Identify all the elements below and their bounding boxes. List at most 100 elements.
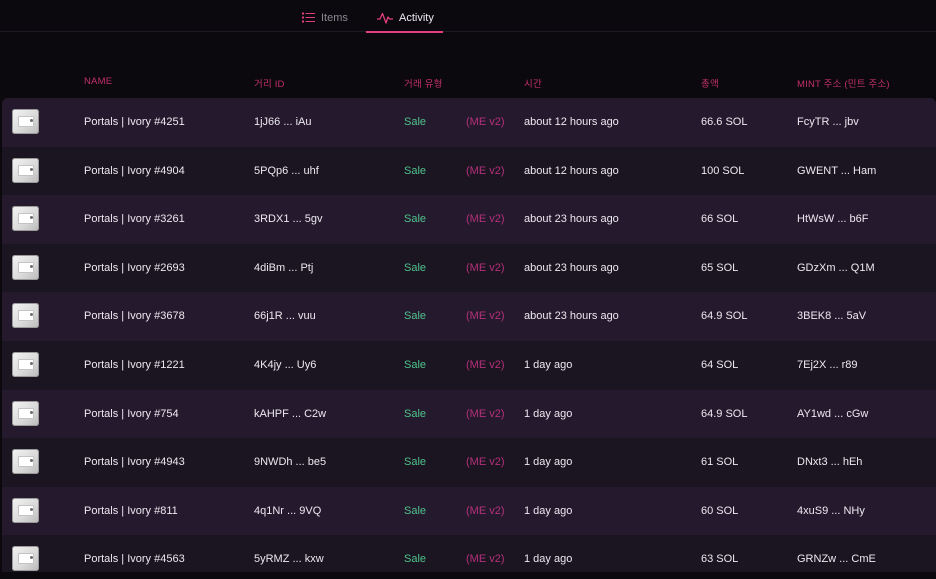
list-icon	[302, 12, 315, 23]
row-name[interactable]: Portals | Ivory #1221	[84, 358, 185, 371]
nft-thumbnail[interactable]	[12, 546, 39, 572]
row-tx-type: Sale	[404, 116, 427, 128]
row-marketplace: (ME v2)	[466, 116, 505, 128]
row-name[interactable]: Portals | Ivory #3261	[84, 213, 185, 226]
column-header-tx-id[interactable]: 거리 ID	[254, 79, 285, 90]
row-marketplace: (ME v2)	[466, 407, 505, 420]
nft-thumbnail[interactable]	[12, 206, 39, 232]
tab-items-label: Items	[321, 11, 348, 24]
row-tx-type: Sale	[404, 310, 427, 323]
column-header-tx-type[interactable]: 거래 유형	[404, 79, 443, 90]
row-marketplace: (ME v2)	[466, 358, 505, 371]
table-row[interactable]: Portals | Ivory #3678 66j1R ... vuu Sale…	[2, 292, 936, 341]
row-mint-address[interactable]: GRNZw ... CmE	[797, 553, 876, 566]
row-name[interactable]: Portals | Ivory #4943	[84, 456, 185, 469]
nft-thumbnail[interactable]	[12, 109, 39, 134]
table-row[interactable]: Portals | Ivory #811 4q1Nr ... 9VQ Sale …	[2, 486, 936, 536]
row-time: 1 day ago	[524, 456, 573, 469]
row-amount: 64.9 SOL	[701, 310, 748, 323]
row-name[interactable]: Portals | Ivory #2693	[84, 261, 185, 274]
row-marketplace: (ME v2)	[466, 553, 505, 566]
row-amount: 66.6 SOL	[701, 116, 748, 128]
table-row[interactable]: Portals | Ivory #1221 4K4jy ... Uy6 Sale…	[2, 340, 936, 390]
nft-thumbnail[interactable]	[12, 497, 39, 523]
nft-thumbnail[interactable]	[12, 254, 39, 280]
row-tx-type: Sale	[404, 456, 427, 469]
row-tx-type: Sale	[404, 358, 427, 371]
row-tx-id[interactable]: 9NWDh ... be5	[254, 456, 327, 469]
row-tx-id[interactable]: 4q1Nr ... 9VQ	[254, 504, 322, 517]
row-marketplace: (ME v2)	[466, 261, 505, 274]
row-time: 1 day ago	[524, 553, 573, 566]
row-mint-address[interactable]: GDzXm ... Q1M	[797, 261, 875, 274]
column-header-amount[interactable]: 총액	[701, 79, 719, 90]
nft-thumbnail[interactable]	[12, 157, 39, 183]
row-tx-type: Sale	[404, 164, 427, 177]
row-name[interactable]: Portals | Ivory #4904	[84, 164, 185, 177]
table-row[interactable]: Portals | Ivory #4251 1jJ66 ... iAu Sale…	[2, 98, 936, 147]
table-row[interactable]: Portals | Ivory #754 kAHPF ... C2w Sale …	[2, 389, 936, 439]
tab-activity-label: Activity	[399, 11, 434, 24]
row-tx-type: Sale	[404, 261, 427, 274]
nft-thumbnail[interactable]	[12, 351, 39, 377]
table-row[interactable]: Portals | Ivory #4943 9NWDh ... be5 Sale…	[2, 438, 936, 487]
column-header-mint[interactable]: MINT 주소 (민트 주소)	[797, 79, 890, 90]
row-time: about 23 hours ago	[524, 213, 619, 226]
row-name[interactable]: Portals | Ivory #754	[84, 407, 179, 420]
row-amount: 60 SOL	[701, 504, 739, 517]
row-name[interactable]: Portals | Ivory #3678	[84, 310, 185, 323]
row-marketplace: (ME v2)	[466, 504, 505, 517]
column-header-time[interactable]: 시간	[524, 79, 542, 90]
row-time: 1 day ago	[524, 407, 573, 420]
row-tx-id[interactable]: 5PQp6 ... uhf	[254, 164, 319, 177]
tab-bar: Items Activity	[0, 0, 936, 33]
row-mint-address[interactable]: 4xuS9 ... NHy	[797, 504, 865, 517]
row-mint-address[interactable]: AY1wd ... cGw	[797, 407, 869, 420]
nft-thumbnail[interactable]	[12, 449, 39, 475]
row-mint-address[interactable]: 3BEK8 ... 5aV	[797, 310, 867, 323]
activity-table-body: Portals | Ivory #4251 1jJ66 ... iAu Sale…	[2, 98, 936, 579]
row-name[interactable]: Portals | Ivory #4251	[84, 116, 185, 128]
row-time: about 12 hours ago	[524, 164, 619, 177]
row-tx-id[interactable]: 3RDX1 ... 5gv	[254, 213, 323, 226]
row-amount: 63 SOL	[701, 553, 739, 566]
row-tx-type: Sale	[404, 407, 427, 420]
table-row[interactable]: Portals | Ivory #3261 3RDX1 ... 5gv Sale…	[2, 195, 936, 244]
column-header-name[interactable]: NAME	[84, 76, 113, 87]
row-marketplace: (ME v2)	[466, 310, 505, 323]
row-time: 1 day ago	[524, 504, 573, 517]
row-amount: 66 SOL	[701, 213, 739, 226]
row-tx-id[interactable]: 1jJ66 ... iAu	[254, 116, 312, 128]
tab-items[interactable]: Items	[302, 4, 348, 31]
row-amount: 64.9 SOL	[701, 407, 748, 420]
table-row[interactable]: Portals | Ivory #2693 4diBm ... Ptj Sale…	[2, 243, 936, 293]
row-tx-id[interactable]: 4diBm ... Ptj	[254, 261, 314, 274]
nft-thumbnail[interactable]	[12, 400, 39, 426]
row-tx-id[interactable]: 5yRMZ ... kxw	[254, 553, 324, 566]
row-amount: 64 SOL	[701, 358, 739, 371]
table-row[interactable]: Portals | Ivory #4904 5PQp6 ... uhf Sale…	[2, 146, 936, 196]
row-name[interactable]: Portals | Ivory #4563	[84, 553, 185, 566]
table-row[interactable]: Portals | Ivory #4563 5yRMZ ... kxw Sale…	[2, 535, 936, 579]
row-tx-type: Sale	[404, 504, 427, 517]
row-tx-id[interactable]: kAHPF ... C2w	[254, 407, 327, 420]
row-mint-address[interactable]: HtWsW ... b6F	[797, 213, 869, 226]
row-mint-address[interactable]: FcyTR ... jbv	[797, 116, 859, 128]
row-tx-type: Sale	[404, 213, 427, 226]
tab-activity[interactable]: Activity	[366, 4, 443, 33]
row-amount: 100 SOL	[701, 164, 745, 177]
row-marketplace: (ME v2)	[466, 164, 505, 177]
row-marketplace: (ME v2)	[466, 456, 505, 469]
row-tx-id[interactable]: 66j1R ... vuu	[254, 310, 316, 323]
row-time: about 23 hours ago	[524, 261, 619, 274]
row-mint-address[interactable]: DNxt3 ... hEh	[797, 456, 863, 469]
row-tx-id[interactable]: 4K4jy ... Uy6	[254, 358, 317, 371]
row-amount: 61 SOL	[701, 456, 739, 469]
pulse-icon	[377, 12, 393, 24]
row-mint-address[interactable]: GWENT ... Ham	[797, 164, 877, 177]
row-name[interactable]: Portals | Ivory #811	[84, 504, 178, 517]
nft-thumbnail[interactable]	[12, 303, 39, 329]
row-mint-address[interactable]: 7Ej2X ... r89	[797, 358, 858, 371]
row-tx-type: Sale	[404, 553, 427, 566]
